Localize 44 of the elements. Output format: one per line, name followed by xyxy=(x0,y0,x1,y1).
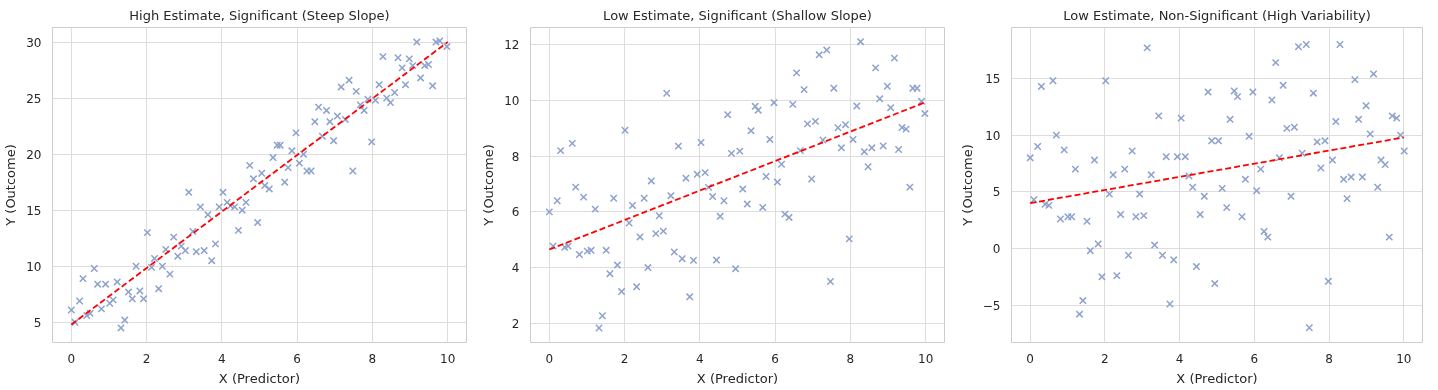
y-tick-label: 10 xyxy=(985,128,1001,143)
x-tick-label: 2 xyxy=(142,351,151,366)
x-tick-label: 4 xyxy=(1175,351,1184,366)
y-tick-label: 0 xyxy=(992,241,1001,256)
x-tick-label: 6 xyxy=(1250,351,1259,366)
x-tick-label: 4 xyxy=(218,351,226,366)
x-axis-title: X (Predictor) xyxy=(218,370,301,386)
chart-title: Low Estimate, Significant (Shallow Slope) xyxy=(603,7,872,23)
y-tick-label: 15 xyxy=(985,71,1001,86)
chart-title: High Estimate, Significant (Steep Slope) xyxy=(129,7,390,23)
y-tick-label: 10 xyxy=(504,93,520,108)
x-axis-title: X (Predictor) xyxy=(1176,370,1258,386)
x-tick-label: 6 xyxy=(771,351,779,366)
x-tick-label: 10 xyxy=(1396,351,1412,366)
x-tick-label: 4 xyxy=(696,351,704,366)
x-axis-title: X (Predictor) xyxy=(696,370,779,386)
y-tick-label: 15 xyxy=(26,203,42,218)
y-tick-label: 6 xyxy=(511,205,520,220)
x-tick-label: 0 xyxy=(1026,351,1035,366)
x-tick-label: 8 xyxy=(846,351,855,366)
chart-title: Low Estimate, Non-Significant (High Variability) xyxy=(1063,7,1371,23)
y-tick-label: 20 xyxy=(26,147,42,162)
y-tick-label: 25 xyxy=(26,91,42,106)
x-tick-label: 8 xyxy=(1325,351,1333,366)
x-tick-label: 10 xyxy=(918,351,934,366)
x-tick-label: 2 xyxy=(620,351,629,366)
x-tick-label: 0 xyxy=(67,351,76,366)
y-axis-title: Y (Outcome) xyxy=(3,144,19,227)
y-tick-label: 5 xyxy=(992,185,1001,200)
x-tick-label: 10 xyxy=(440,351,456,366)
y-tick-label: 10 xyxy=(26,259,42,274)
y-axis-title: Y (Outcome) xyxy=(959,144,975,227)
x-tick-label: 8 xyxy=(368,351,377,366)
x-tick-label: 2 xyxy=(1101,351,1109,366)
y-tick-label: 30 xyxy=(26,35,42,50)
y-tick-label: 2 xyxy=(511,316,520,331)
y-tick-label: −5 xyxy=(982,298,1001,313)
x-tick-label: 6 xyxy=(293,351,301,366)
y-tick-label: 8 xyxy=(511,149,520,164)
x-tick-label: 0 xyxy=(545,351,554,366)
y-axis-title: Y (Outcome) xyxy=(481,144,497,227)
y-tick-label: 12 xyxy=(504,38,520,53)
y-tick-label: 4 xyxy=(511,261,520,276)
y-tick-label: 5 xyxy=(33,315,42,330)
